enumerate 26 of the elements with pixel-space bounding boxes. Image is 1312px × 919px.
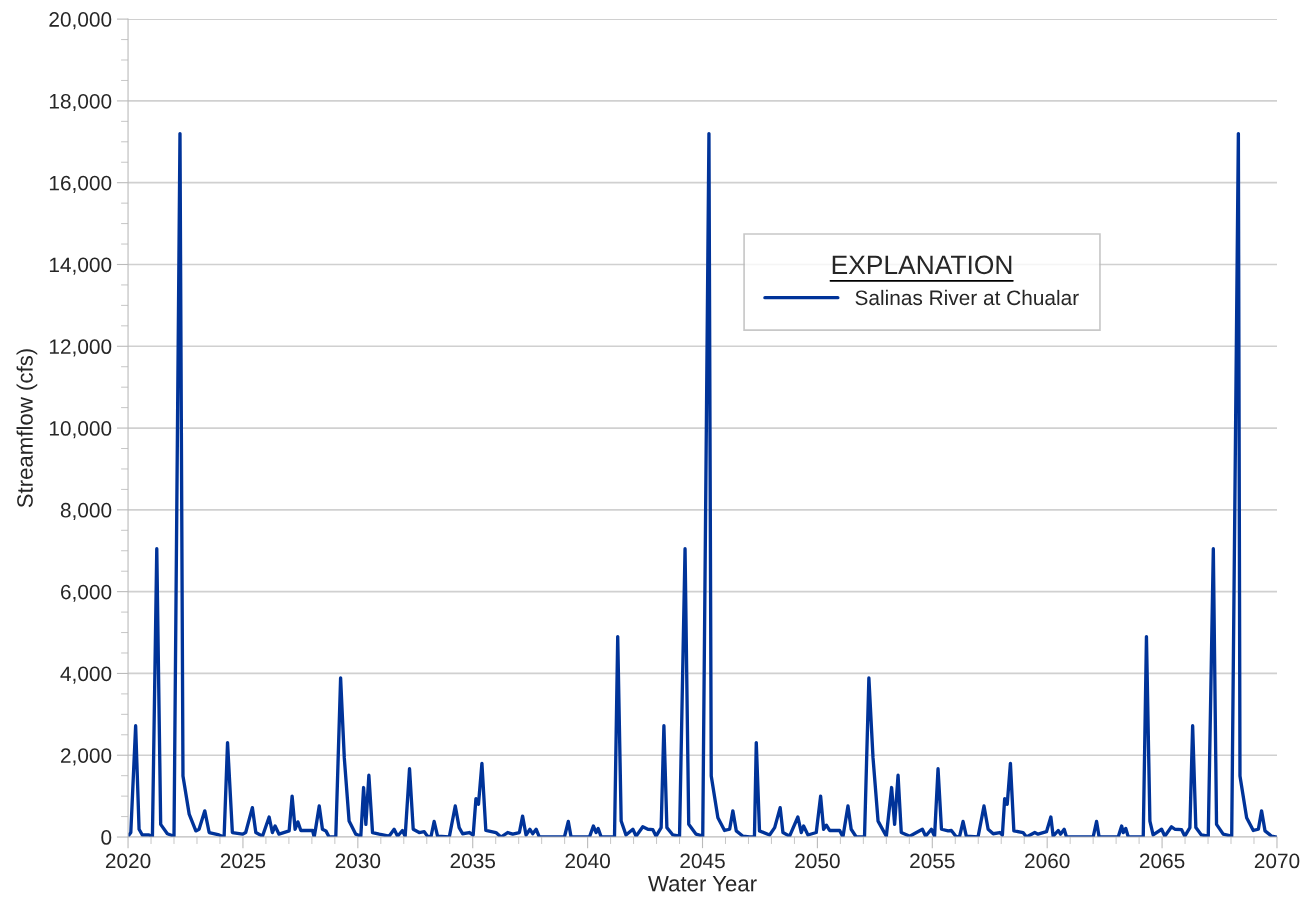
y-tick-label: 10,000 (49, 421, 112, 439)
y-tick-label: 6,000 (61, 584, 112, 602)
x-tick-label: 2045 (680, 853, 725, 869)
x-tick-label: 2070 (1254, 853, 1300, 869)
y-tick-label: 16,000 (49, 175, 112, 193)
y-tick-label: 8,000 (60, 502, 112, 521)
x-tick-label: 2065 (1139, 853, 1185, 869)
y-tick-label: 4,000 (60, 666, 112, 684)
x-tick-label: 2030 (335, 853, 381, 869)
y-tick-label: 0 (101, 830, 112, 845)
x-tick-label: 2050 (795, 853, 840, 869)
y-tick-label: 14,000 (49, 257, 112, 275)
y-axis-title: Streamflow (cfs) (16, 349, 38, 508)
x-tick-label: 2025 (220, 853, 266, 869)
y-tick-label: 20,000 (49, 12, 112, 30)
x-tick-label: 2040 (565, 853, 610, 869)
y-tick-label: 18,000 (49, 93, 112, 112)
x-axis-title: Water Year (648, 876, 757, 892)
x-tick-label: 2020 (105, 853, 151, 869)
x-tick-label: 2060 (1025, 853, 1070, 869)
y-tick-label: 12,000 (49, 339, 112, 357)
legend-title: EXPLANATION (832, 255, 1012, 275)
x-tick-label: 2055 (910, 853, 955, 869)
legend-label: Salinas River at Chualar (855, 289, 1079, 306)
x-tick-label: 2035 (450, 853, 496, 869)
y-tick-label: 2,000 (61, 748, 112, 766)
